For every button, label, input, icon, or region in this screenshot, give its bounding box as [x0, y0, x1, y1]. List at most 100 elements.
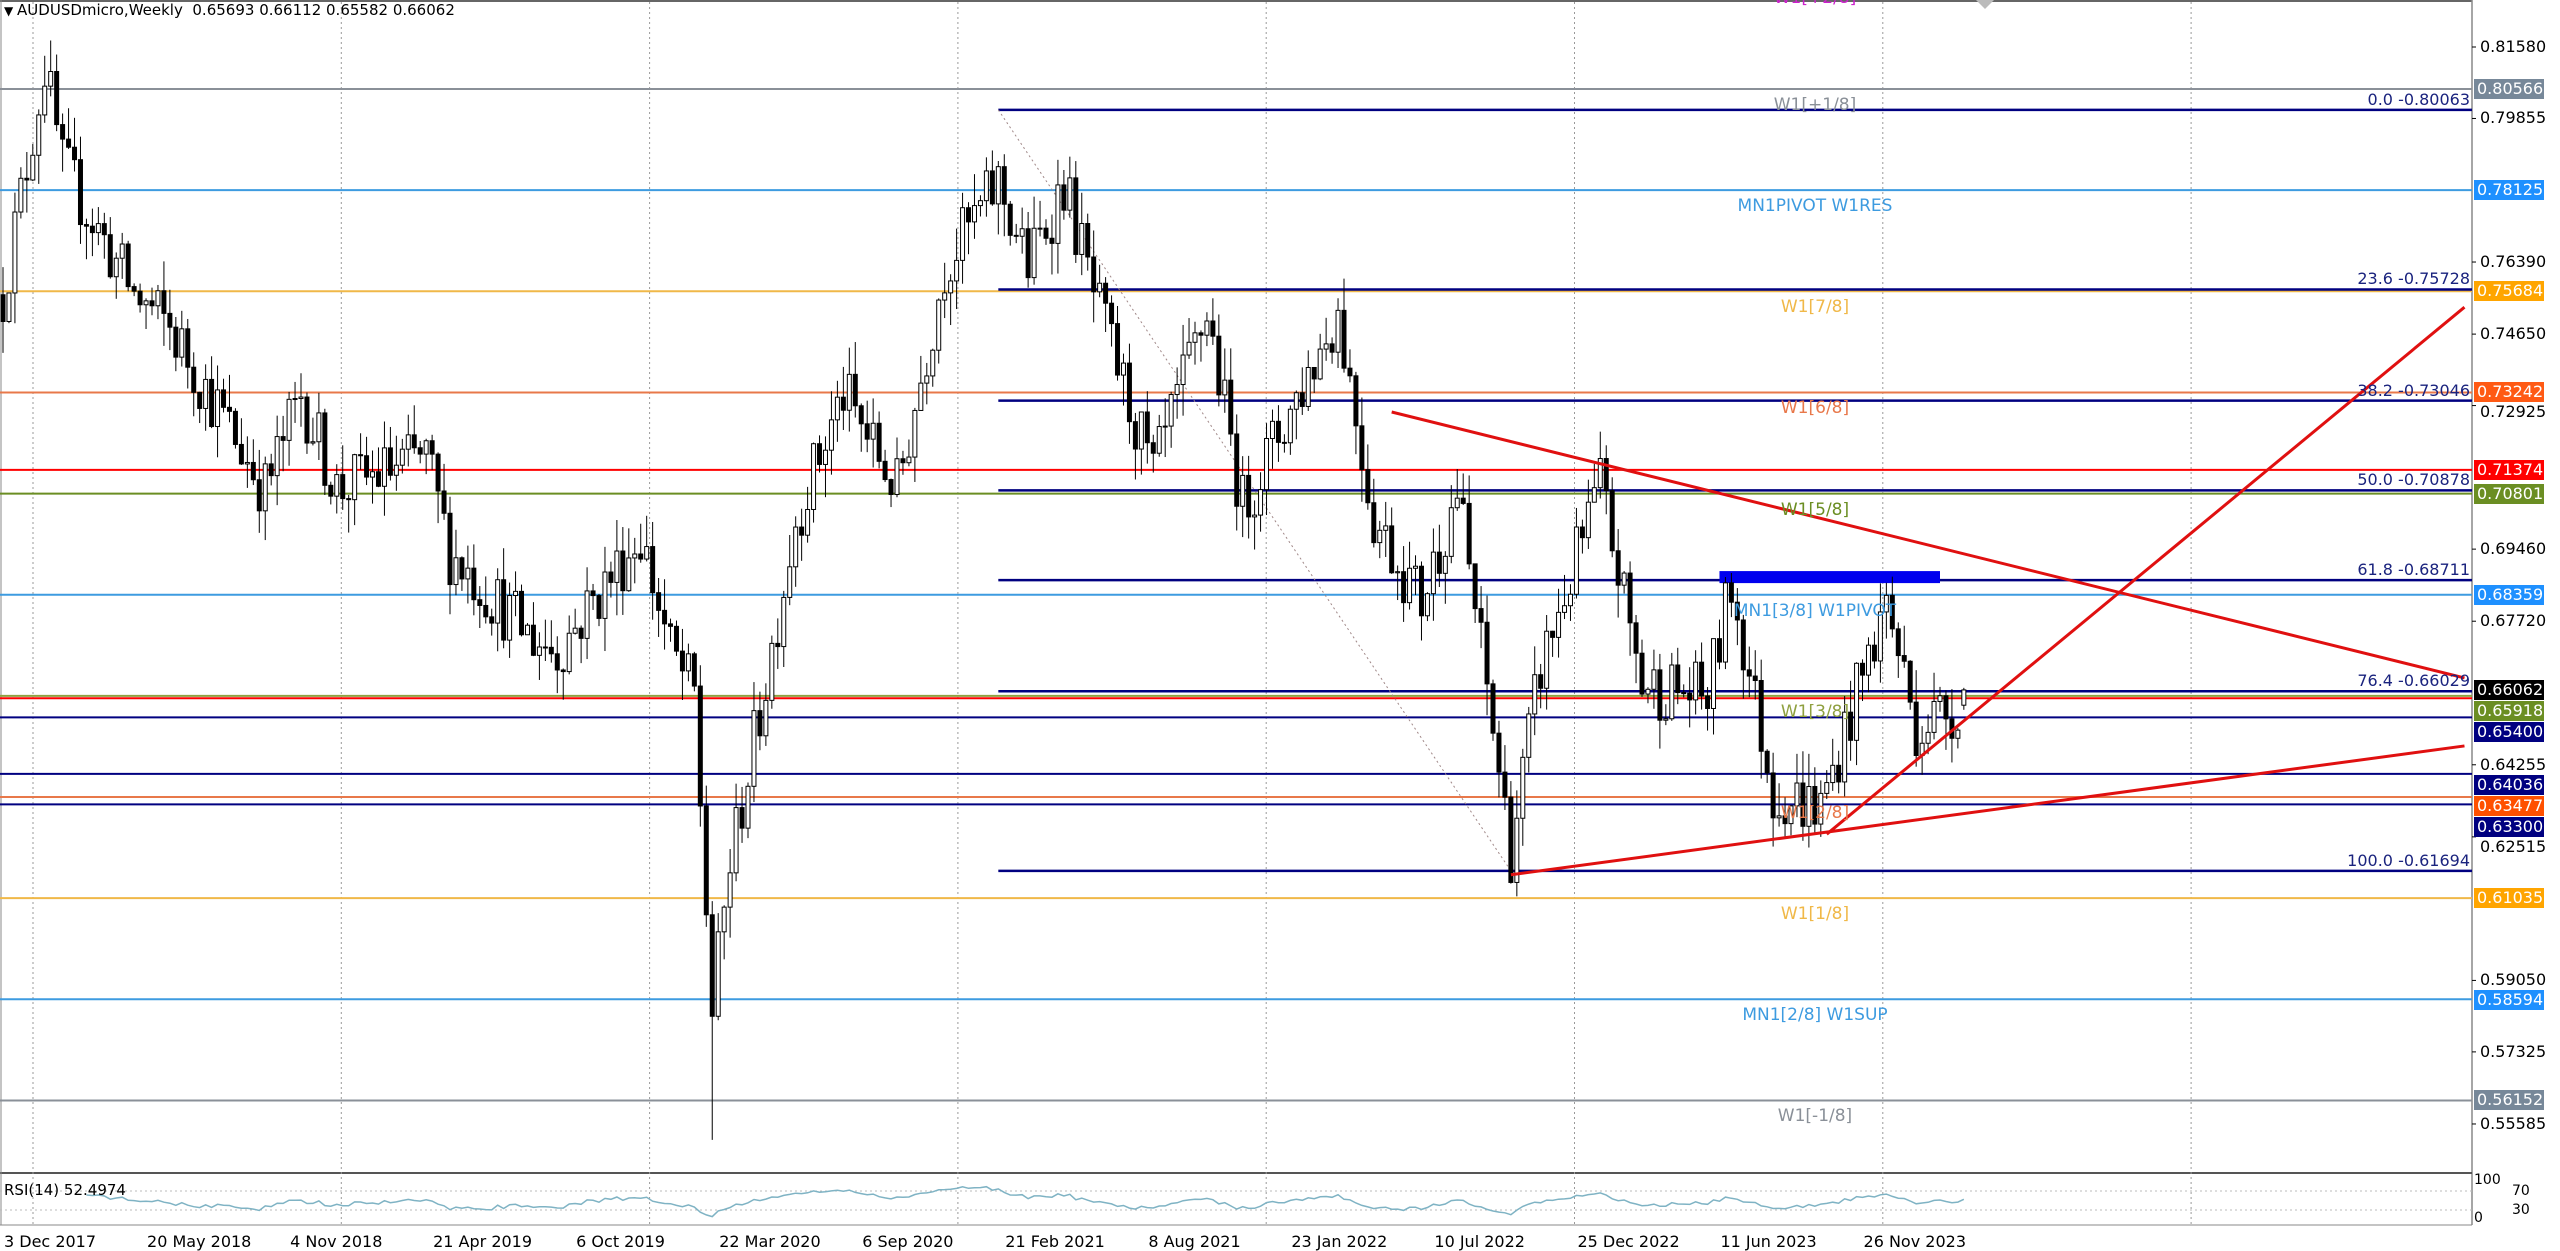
candle-body	[1180, 354, 1186, 386]
candle-body	[1115, 323, 1121, 376]
candle-body	[298, 396, 304, 400]
candle-body	[1716, 638, 1722, 663]
candle-body	[602, 571, 608, 619]
candle-body	[36, 114, 42, 156]
rsi-tick-30: 30	[2512, 1202, 2530, 1218]
candle-body	[60, 124, 66, 140]
candle-body	[1711, 638, 1717, 709]
candle-body	[447, 512, 453, 586]
candle-body	[1061, 184, 1067, 211]
candle-body	[1269, 420, 1275, 440]
date-tick-label: 10 Jul 2022	[1434, 1232, 1525, 1251]
candle-body	[977, 200, 983, 207]
candle-body	[1371, 502, 1377, 544]
candle-body	[1037, 227, 1043, 230]
candle-body	[393, 464, 399, 476]
candle-body	[1651, 669, 1657, 690]
candle-body	[334, 474, 340, 497]
candle-body	[524, 624, 530, 636]
candle-body	[1359, 425, 1365, 471]
candle-body	[1937, 695, 1943, 702]
candle-body	[417, 447, 423, 455]
candle-body	[620, 550, 626, 592]
candle-body	[1079, 223, 1085, 255]
candle-body	[1252, 514, 1258, 518]
candle-body	[966, 207, 972, 223]
candle-body	[1430, 551, 1436, 595]
candle-body	[1198, 332, 1204, 336]
candle-body	[411, 434, 417, 449]
candle-body	[1413, 565, 1419, 569]
candle-body	[1204, 320, 1210, 336]
candle-body	[1424, 593, 1430, 617]
candle-body	[1722, 582, 1728, 663]
candle-body	[924, 375, 930, 384]
candle-body	[1776, 815, 1782, 819]
candle-body	[1377, 529, 1383, 544]
candle-body	[6, 292, 12, 322]
fib-level-label: 50.0 -0.70878	[2357, 470, 2470, 490]
triangle-down-icon[interactable]: ▼	[4, 4, 18, 18]
candle-body	[322, 412, 328, 486]
candle-body	[1728, 582, 1734, 603]
candle-body	[167, 312, 173, 328]
candle-body	[560, 669, 566, 673]
price-tick-label: 0.76390	[2480, 252, 2547, 272]
candle-body	[483, 604, 489, 618]
candle-body	[1007, 203, 1013, 236]
candle-body	[131, 286, 137, 292]
candle-body	[918, 382, 924, 411]
level-label: MN1[3/8] W1PIVOT	[1733, 600, 1897, 621]
candle-body	[566, 632, 572, 673]
candle-body	[1490, 683, 1496, 734]
candle-body	[1567, 593, 1573, 607]
candle-body	[1299, 392, 1305, 407]
candle-body	[852, 373, 858, 407]
candle-body	[364, 455, 370, 478]
candle-body	[423, 440, 429, 455]
candle-body	[757, 710, 763, 737]
candle-body	[18, 177, 24, 213]
price-tag: 0.71374	[2474, 459, 2544, 480]
candle-body	[1615, 550, 1621, 586]
level-label: W1[6/8]	[1780, 398, 1850, 419]
candle-body	[1699, 661, 1705, 697]
candle-body	[775, 642, 781, 648]
candle-body	[668, 623, 674, 627]
candle-body	[1055, 184, 1061, 244]
candle-body	[1192, 332, 1198, 343]
candle-body	[1418, 565, 1424, 617]
price-tick-label: 0.64255	[2480, 754, 2547, 774]
candle-body	[1335, 309, 1341, 353]
candle-body	[1746, 669, 1752, 677]
candle-body	[1627, 572, 1633, 624]
candle-body	[781, 596, 787, 648]
candle-body	[673, 625, 679, 652]
candle-body	[280, 436, 286, 441]
candle-body	[1860, 662, 1866, 676]
candle-body	[1603, 458, 1609, 492]
price-tick-label: 0.55585	[2480, 1113, 2547, 1133]
candle-body	[763, 699, 769, 737]
candle-body	[1305, 366, 1311, 407]
candle-body	[1579, 526, 1585, 539]
candle-body	[441, 490, 447, 514]
candle-body	[554, 653, 560, 671]
candle-body	[453, 557, 459, 586]
candle-body	[1871, 644, 1877, 662]
candle-body	[1013, 234, 1019, 237]
candle-body	[1824, 782, 1830, 794]
candle-body	[948, 280, 954, 294]
candle-body	[1520, 756, 1526, 819]
candle-body	[1752, 675, 1758, 682]
candle-body	[912, 409, 918, 458]
candle-body	[256, 479, 262, 512]
candle-body	[316, 412, 322, 443]
candle-body	[1317, 348, 1323, 380]
candle-body	[1228, 379, 1234, 435]
rsi-tick-100: 100	[2474, 1172, 2501, 1188]
candle-body	[1293, 392, 1299, 410]
candle-body	[465, 567, 471, 580]
date-tick-label: 6 Sep 2020	[862, 1232, 954, 1251]
